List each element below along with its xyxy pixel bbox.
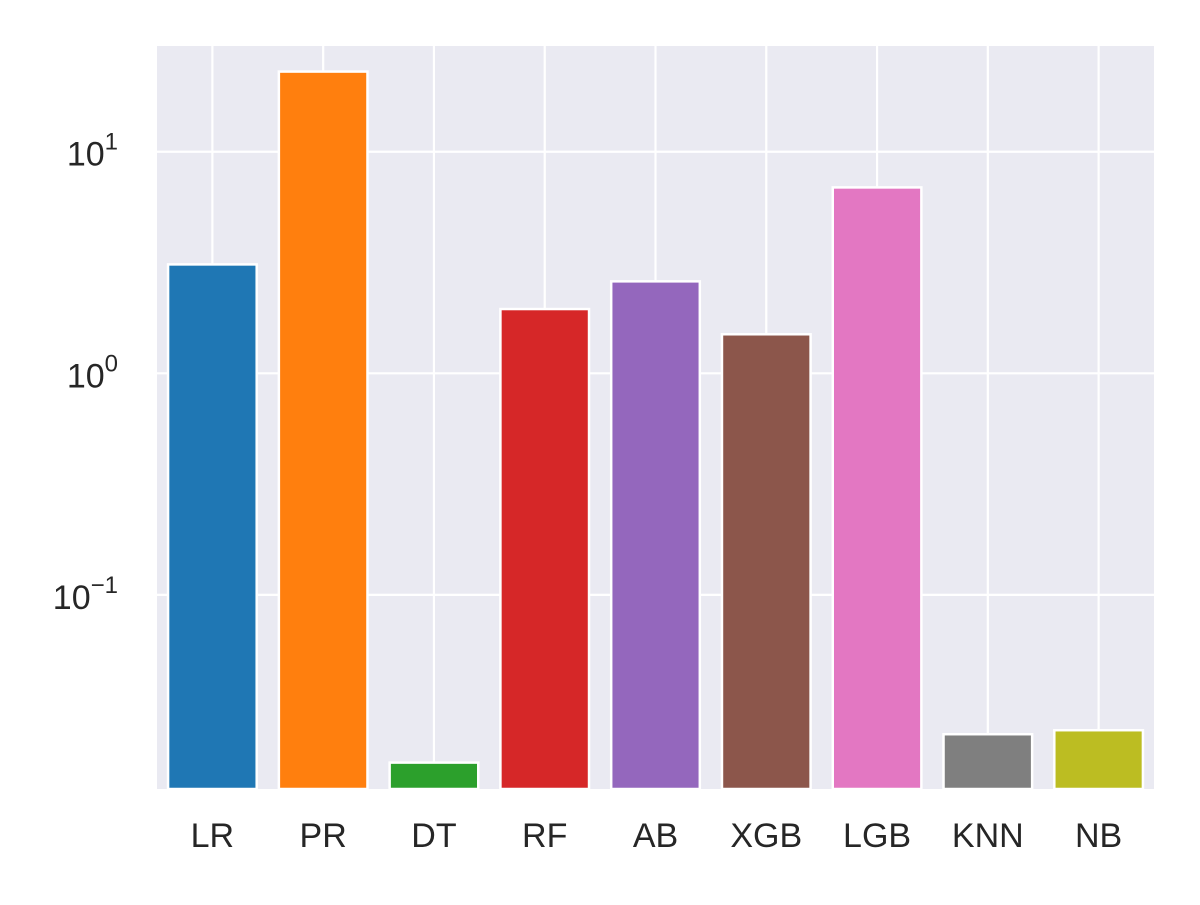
- bar-knn: [942, 732, 1034, 791]
- x-tick-label: RF: [522, 817, 567, 855]
- x-tick-label: LGB: [843, 817, 911, 855]
- x-tick-label: AB: [633, 817, 678, 855]
- x-tick-label: KNN: [952, 817, 1024, 855]
- bars: [166, 70, 1145, 791]
- x-tick-label: DT: [411, 817, 456, 855]
- x-tick-labels: LR PR DT RF AB XGB LGB KNN NB: [191, 817, 1123, 855]
- bar-lr: [166, 263, 258, 791]
- y-tick-labels: 10−1 100 101: [53, 129, 118, 617]
- x-tick-label: NB: [1075, 817, 1122, 855]
- y-tick-label: 10−1: [53, 572, 118, 617]
- x-tick-label: PR: [300, 817, 347, 855]
- bar-dt: [388, 761, 480, 791]
- bar-xgb: [720, 333, 812, 791]
- bar-ab: [609, 280, 702, 791]
- x-tick-label: LR: [191, 817, 234, 855]
- bar-lgb: [831, 186, 923, 791]
- x-tick-label: XGB: [730, 817, 802, 855]
- y-tick-label: 100: [67, 350, 118, 395]
- y-tick-label: 101: [67, 129, 118, 174]
- bar-nb: [1053, 728, 1145, 791]
- bar-rf: [499, 307, 591, 791]
- bar-pr: [277, 70, 369, 791]
